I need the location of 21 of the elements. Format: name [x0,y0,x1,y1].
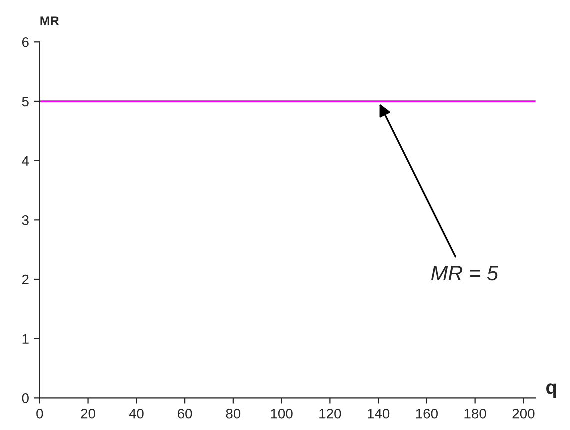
x-tick-label: 120 [320,408,342,419]
y-tick-label: 6 [22,37,29,48]
y-tick-label: 3 [22,215,29,226]
x-tick-label: 40 [129,408,144,419]
y-tick-label: 5 [22,96,29,107]
x-axis-title: q [546,384,556,398]
x-tick-label: 0 [36,408,44,419]
y-tick-label: 4 [22,156,30,166]
y-tick-label: 0 [22,394,29,404]
x-tick-label: 140 [368,408,390,419]
x-tick-label: 180 [464,408,486,419]
x-tick-label: 200 [512,408,535,419]
x-tick-label: 80 [226,408,241,419]
y-axis-title: MR [40,16,60,26]
x-tick-label: 160 [416,408,438,419]
x-tick-label: 100 [271,408,293,419]
x-tick-label: 60 [178,408,192,419]
y-tick-label: 1 [22,334,29,344]
annotation: MR = 5 [431,266,499,281]
x-tick-label: 20 [81,408,96,419]
y-tick-label: 2 [22,274,29,285]
